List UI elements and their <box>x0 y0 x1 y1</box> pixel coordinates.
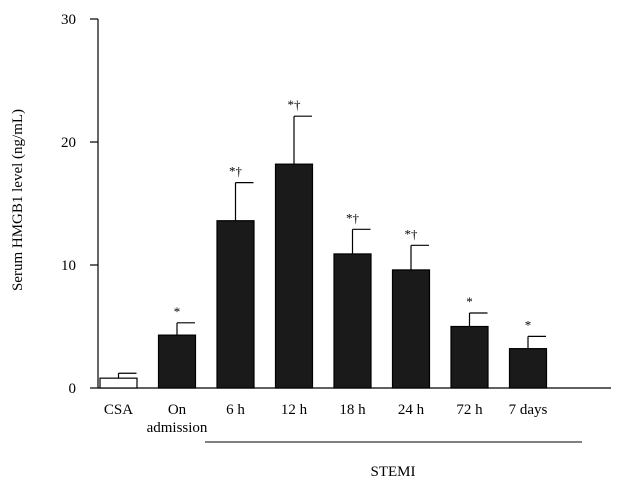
x-category-label: 18 h <box>339 402 366 418</box>
x-category-label: On <box>168 402 187 418</box>
significance-marker: *† <box>346 210 360 225</box>
y-tick-label: 10 <box>61 258 76 274</box>
significance-marker: * <box>174 304 181 319</box>
significance-marker: * <box>525 317 532 332</box>
significance-marker: *† <box>288 97 302 112</box>
bar <box>274 163 314 389</box>
x-category-label: 6 h <box>226 402 245 418</box>
bar <box>508 348 548 389</box>
y-tick-label: 30 <box>61 12 76 28</box>
bar <box>391 269 431 389</box>
bar <box>216 220 255 389</box>
x-category-label: CSA <box>104 402 133 418</box>
significance-marker: * <box>466 294 473 309</box>
bar <box>99 377 138 389</box>
x-category-label: 12 h <box>281 402 308 418</box>
bars-layer <box>99 115 548 389</box>
bar <box>157 334 197 389</box>
bar <box>333 253 372 389</box>
y-tick-label: 20 <box>61 135 76 151</box>
group-label: STEMI <box>371 464 416 480</box>
y-axis-title: Serum HMGB1 level (ng/mL) <box>10 109 26 291</box>
x-category-label: admission <box>147 420 208 436</box>
significance-marker: *† <box>229 164 243 179</box>
bar <box>450 325 489 389</box>
y-tick-label: 0 <box>69 381 77 397</box>
x-category-label: 7 days <box>509 402 548 418</box>
significance-marker: *† <box>405 226 419 241</box>
x-category-label: 24 h <box>398 402 425 418</box>
labels-layer: CSA * On admission *† 6 h *† 12 h *† 18 h *† 24 h * 7… <box>104 97 548 436</box>
x-category-label: 72 h <box>456 402 483 418</box>
